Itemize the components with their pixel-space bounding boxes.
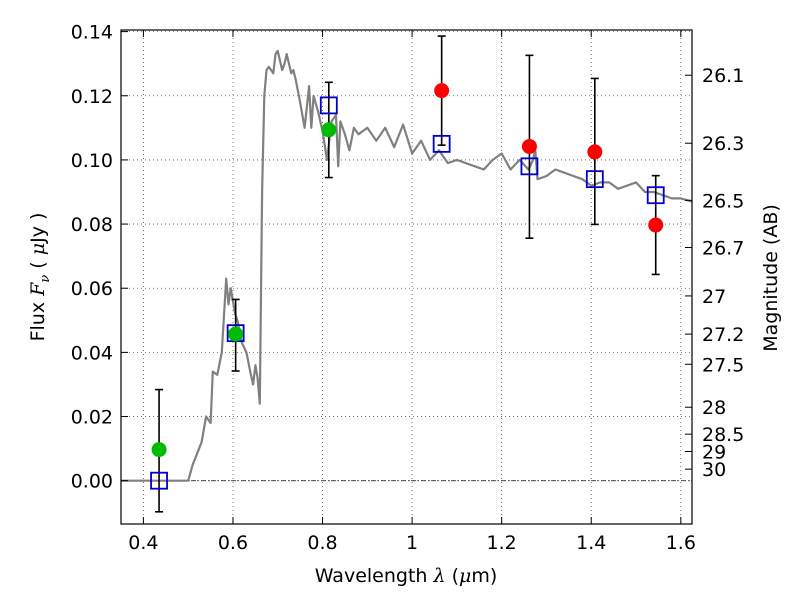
- model-photometry-point: [646, 186, 665, 205]
- grid-lines: [121, 30, 692, 524]
- y-tick-label: 0.08: [71, 214, 113, 236]
- x-axis-title: Wavelength λ (μm): [315, 565, 498, 587]
- model-photometry-point: [585, 170, 604, 189]
- mag-tick-label: 26.5: [702, 190, 744, 212]
- mag-tick-label: 28.5: [702, 424, 744, 446]
- x-tick-label: 1.2: [487, 532, 517, 554]
- model-spectrum-line: [121, 49, 693, 482]
- mag-tick-label: 27.2: [702, 324, 744, 346]
- x-tick-label: 1: [406, 532, 418, 554]
- y-tick-label: 0.04: [71, 342, 113, 364]
- model-photometry-point: [432, 134, 451, 153]
- mag-tick-label: 27: [702, 286, 726, 308]
- x-tick-label: 0.6: [218, 532, 248, 554]
- observed-flux-point: [151, 442, 167, 458]
- y-tick-label: 0.06: [71, 278, 113, 300]
- y-tick-label: 0.10: [71, 150, 113, 172]
- y-tick-label: 0.00: [71, 471, 113, 493]
- observed-flux-point: [321, 122, 337, 138]
- x-tick-label: 1.4: [576, 532, 606, 554]
- plot-area: [121, 35, 693, 513]
- mag-tick-label: 26.1: [702, 65, 744, 87]
- x-tick-label: 1.6: [666, 532, 696, 554]
- y-tick-label: 0.02: [71, 407, 113, 429]
- mag-tick-label: 29: [702, 442, 726, 464]
- y-tick-label: 0.12: [71, 86, 113, 108]
- mag-tick-label: 26.7: [702, 237, 744, 259]
- y-tick-label: 0.14: [71, 22, 113, 44]
- plot-frame: [120, 29, 693, 525]
- observed-flux-point: [228, 326, 244, 342]
- mag-tick-label: 30: [702, 459, 726, 481]
- mag-tick-label: 27.5: [702, 354, 744, 376]
- mag-tick-label: 28: [702, 397, 726, 419]
- axis-ticks: 0.4 0.6 0.8 1 1.2 1.4 1.6 0.00 0.02 0.04 0.06 0.08 0…: [71, 22, 745, 554]
- observed-flux-point: [648, 217, 664, 233]
- model-photometry-point: [319, 96, 338, 115]
- x-tick-label: 0.4: [128, 532, 158, 554]
- observed-flux-point: [587, 144, 603, 160]
- mag-tick-label: 26.3: [702, 133, 744, 155]
- observed-flux-point: [434, 83, 450, 99]
- x-tick-label: 0.8: [307, 532, 337, 554]
- model-photometry-point: [520, 157, 539, 176]
- right-axis-title: Magnitude (AB): [760, 204, 782, 352]
- observed-flux-point: [521, 138, 537, 154]
- y-axis-title: Flux Fν ( μJy ): [27, 213, 53, 342]
- model-photometry-point: [150, 471, 168, 490]
